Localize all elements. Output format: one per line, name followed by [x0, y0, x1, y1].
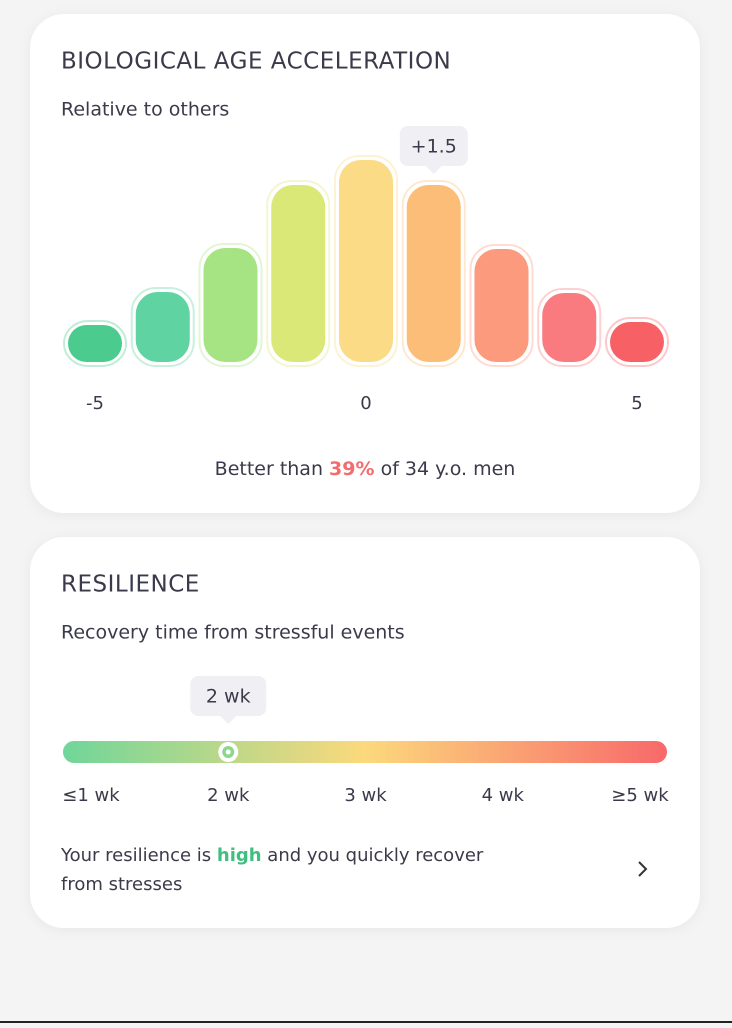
description-prefix: Your resilience is	[60, 845, 217, 866]
annotation-pointer	[425, 166, 442, 174]
x-tick-label: 5	[631, 393, 642, 414]
bar	[271, 185, 326, 362]
card-title: RESILIENCE	[61, 572, 200, 598]
description: Your resilience is high and you quickly …	[60, 845, 484, 895]
scale-label: 2 wk	[207, 785, 250, 806]
x-tick-label: 0	[360, 393, 371, 414]
resilience-scale	[61, 739, 669, 765]
scale-label: 3 wk	[344, 785, 387, 806]
bar-halo	[537, 288, 602, 367]
marker-pointer	[220, 716, 237, 724]
bar-halo	[334, 155, 398, 367]
summary-suffix: of 34 y.o. men	[375, 458, 516, 480]
bar-halo	[401, 180, 466, 367]
marker-bubble	[190, 676, 267, 716]
scale-label: 4 wk	[482, 785, 525, 806]
description-highlight: high	[217, 845, 262, 866]
bar	[474, 249, 529, 362]
bar-halo	[469, 244, 534, 367]
resilience-card[interactable]	[30, 537, 700, 928]
summary-highlight: 39%	[329, 458, 374, 480]
description-suffix: and you quickly recover	[262, 845, 484, 866]
bar-halo	[63, 320, 127, 367]
scale-label: ≤1 wk	[62, 785, 120, 806]
summary: Better than 39% of 34 y.o. men	[215, 458, 516, 480]
scale-label: ≥5 wk	[611, 785, 669, 806]
bar	[610, 322, 664, 362]
summary-prefix: Better than	[215, 458, 329, 480]
description-line2: from stresses	[61, 874, 182, 895]
marker-label: 2 wk	[206, 686, 251, 708]
annotation-label: +1.5	[411, 136, 457, 158]
card-subtitle: Relative to others	[61, 99, 229, 121]
bar	[135, 292, 190, 362]
bar	[542, 293, 597, 362]
bar	[406, 185, 461, 362]
bar	[339, 160, 393, 362]
bar	[203, 248, 258, 362]
bar-halo	[605, 317, 669, 367]
chevron[interactable]	[638, 861, 648, 877]
card-title: BIOLOGICAL AGE ACCELERATION	[61, 49, 451, 75]
bar	[68, 325, 122, 362]
annotation-bubble	[399, 126, 468, 166]
x-tick-label: -5	[86, 393, 104, 414]
marker-core	[225, 749, 231, 755]
bar-halo	[198, 243, 263, 367]
bar-halo	[130, 287, 195, 367]
card-subtitle: Recovery time from stressful events	[61, 622, 405, 644]
bar-halo	[266, 180, 331, 367]
